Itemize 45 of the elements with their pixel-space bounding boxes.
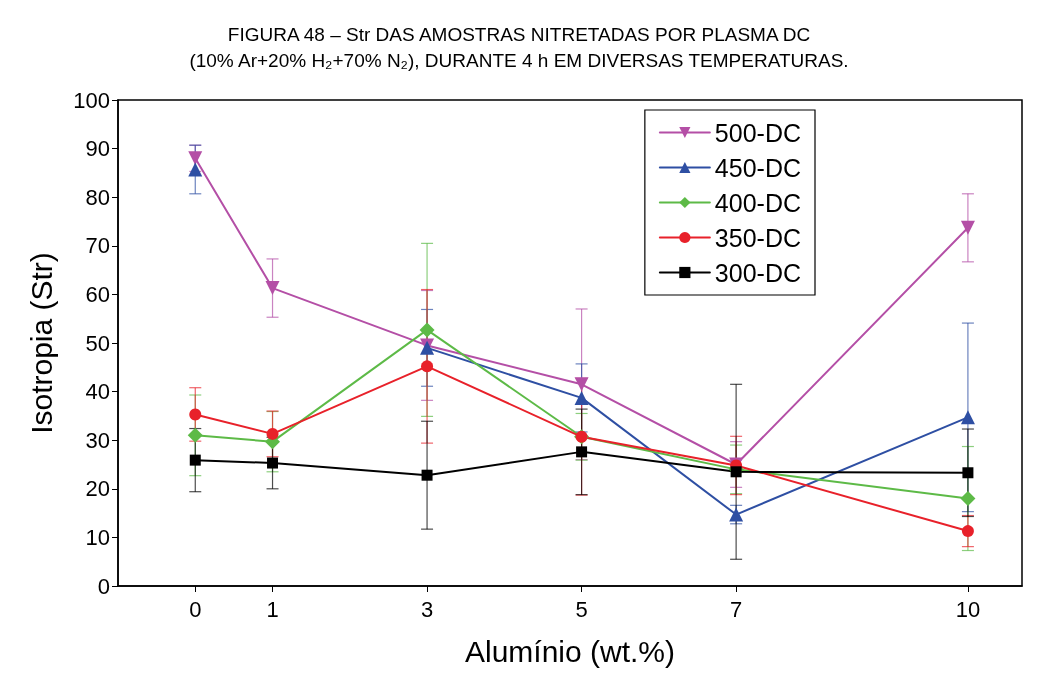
y-axis-title: Isotropia (Str) [24, 252, 58, 434]
point [574, 390, 589, 405]
y-tick-label: 80 [85, 184, 110, 210]
point [187, 427, 203, 443]
point [960, 491, 976, 507]
y-tick-label: 40 [85, 379, 110, 405]
chart-title: FIGURA 48 – Str DAS AMOSTRAS NITRETADAS POR PLASMA DC (10% Ar+20% H₂+70% N₂), DURANTE 4 h EM DIVERSAS TEMPERATURAS. [189, 23, 849, 71]
y-tick-label: 50 [85, 330, 110, 356]
x-tick-label: 1 [266, 596, 279, 622]
point [730, 466, 742, 478]
point [960, 410, 975, 425]
x-tick-label: 5 [575, 596, 588, 622]
y-tick-label: 90 [85, 136, 110, 162]
point [421, 469, 433, 481]
x-tick-label: 10 [955, 596, 981, 622]
y-tick-label: 30 [85, 427, 110, 453]
point [576, 446, 588, 458]
legend-label: 300-DC [714, 258, 802, 287]
point [421, 360, 434, 373]
legend-label: 400-DC [714, 188, 802, 217]
point [189, 408, 202, 421]
point [962, 467, 974, 479]
x-tick-label: 7 [729, 596, 743, 622]
point [266, 427, 279, 440]
x-tick-label: 0 [189, 596, 202, 622]
point [574, 377, 589, 392]
point [960, 220, 975, 235]
y-tick-label: 0 [97, 573, 110, 599]
point [188, 151, 203, 166]
y-tick-label: 60 [85, 281, 110, 307]
y-tick-label: 10 [85, 524, 110, 550]
point [189, 454, 201, 466]
point [419, 322, 435, 338]
y-tick-label: 100 [73, 87, 110, 113]
legend-label: 500-DC [714, 118, 802, 147]
point [267, 457, 279, 469]
y-tick-label: 70 [85, 233, 110, 259]
legend-label: 350-DC [714, 223, 802, 252]
x-tick-label: 3 [420, 596, 434, 622]
point [961, 525, 974, 538]
x-axis-title: Alumínio (wt.%) [464, 634, 676, 668]
legend-label: 450-DC [714, 153, 802, 182]
y-tick-label: 20 [85, 476, 110, 502]
point [265, 281, 280, 296]
point [188, 162, 203, 177]
